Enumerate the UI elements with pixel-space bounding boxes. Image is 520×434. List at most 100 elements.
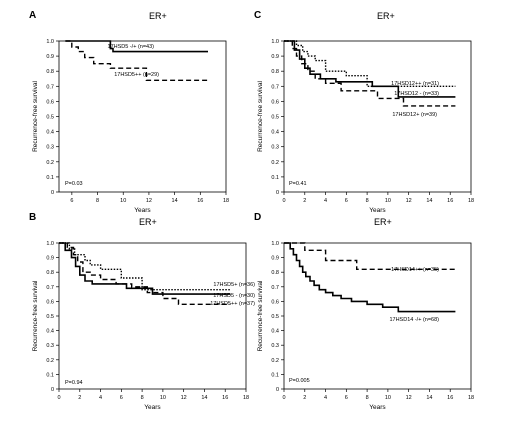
y-tick-label: 0.3 xyxy=(46,145,54,151)
y-tick-label: 0.3 xyxy=(46,343,54,349)
x-tick-label: 16 xyxy=(197,198,203,204)
y-tick-label: 0.1 xyxy=(46,175,54,181)
x-tick-label: 10 xyxy=(120,198,126,204)
y-axis-title: Recurrence-free survival xyxy=(257,81,264,152)
series-label-0: 17HSD12++ (n=31) xyxy=(391,81,439,87)
y-tick-label: 0.3 xyxy=(271,343,279,349)
x-tick-label: 2 xyxy=(303,395,306,401)
x-tick-label: 14 xyxy=(426,395,432,401)
y-axis-title: Recurrence-free survival xyxy=(32,280,39,351)
y-tick-label: 0.4 xyxy=(271,329,279,335)
y-tick-label: 0.6 xyxy=(271,99,279,105)
x-tick-label: 10 xyxy=(160,395,166,401)
p-value: P=0.94 xyxy=(65,380,83,386)
y-tick-label: 0.2 xyxy=(46,160,54,166)
y-tick-label: 0.9 xyxy=(46,256,54,262)
y-tick-label: 0.6 xyxy=(46,99,54,105)
y-tick-label: 0.4 xyxy=(46,130,54,136)
y-tick-label: 0.1 xyxy=(271,372,279,378)
panel-title: ER+ xyxy=(149,11,167,21)
x-tick-label: 14 xyxy=(426,198,432,204)
x-tick-label: 14 xyxy=(201,395,207,401)
y-tick-label: 0.5 xyxy=(46,115,54,121)
y-tick-label: 0.8 xyxy=(46,270,54,276)
p-value: P=0.41 xyxy=(289,181,307,187)
x-axis-title: Years xyxy=(369,207,386,214)
series-line-2 xyxy=(59,242,231,305)
plot-frame xyxy=(58,242,247,390)
y-tick-label: 0.7 xyxy=(46,285,54,291)
y-tick-label: 0 xyxy=(276,387,279,393)
series-line-0 xyxy=(284,40,456,88)
x-tick-label: 0 xyxy=(57,395,60,401)
x-tick-label: 2 xyxy=(78,395,81,401)
series-label-2: 17HSD12+ (n=39) xyxy=(392,112,437,118)
y-tick-label: 0.5 xyxy=(46,314,54,320)
x-tick-label: 0 xyxy=(282,198,285,204)
series-label-0: 17HSD5 -/+ (n=43) xyxy=(108,44,155,50)
panel-title: ER+ xyxy=(377,11,395,21)
y-tick-label: 0.2 xyxy=(271,358,279,364)
panel-title: ER+ xyxy=(374,217,392,227)
y-tick-label: 1.0 xyxy=(46,39,54,45)
y-tick-label: 0.5 xyxy=(271,115,279,121)
x-axis-title: Years xyxy=(144,404,161,411)
km-figure: A ER+ 6 8 10 12 14 16 18 0 0.1 0.2 0.3 0.4 0.5 0.6 0.7 0.… xyxy=(29,10,474,411)
x-tick-label: 10 xyxy=(385,198,391,204)
y-tick-label: 0.7 xyxy=(271,285,279,291)
y-tick-label: 0.1 xyxy=(271,175,279,181)
y-tick-label: 0 xyxy=(51,387,54,393)
series-label-1: 17HSD5 - (n=30) xyxy=(213,293,255,299)
plot-frame xyxy=(58,40,227,193)
series-label-0: 17HSD5+ (n=36) xyxy=(213,282,255,288)
series-line-1 xyxy=(59,242,231,291)
x-tick-label: 4 xyxy=(324,395,327,401)
y-tick-label: 0.4 xyxy=(46,329,54,335)
plot-frame xyxy=(283,40,472,193)
y-tick-label: 0 xyxy=(51,190,54,196)
x-axis-title: Years xyxy=(369,404,386,411)
x-tick-label: 8 xyxy=(141,395,144,401)
p-value: P=0.005 xyxy=(289,378,310,384)
x-tick-label: 4 xyxy=(324,198,327,204)
x-tick-label: 18 xyxy=(468,395,474,401)
x-tick-label: 6 xyxy=(345,198,348,204)
x-tick-label: 6 xyxy=(120,395,123,401)
y-tick-label: 0.8 xyxy=(271,270,279,276)
series-line-1 xyxy=(284,242,456,313)
series-line-0 xyxy=(59,242,231,295)
y-tick-label: 0 xyxy=(276,190,279,196)
y-tick-label: 0.5 xyxy=(271,314,279,320)
y-axis-title: Recurrence-free survival xyxy=(257,280,264,351)
x-tick-label: 12 xyxy=(181,395,187,401)
y-tick-label: 0.9 xyxy=(271,256,279,262)
y-tick-label: 0.6 xyxy=(271,299,279,305)
series-line-0 xyxy=(284,242,456,270)
y-tick-label: 0.4 xyxy=(271,130,279,136)
series-label-2: 17HSD5++ (n=37) xyxy=(210,301,255,307)
y-tick-label: 0.8 xyxy=(271,69,279,75)
x-tick-label: 14 xyxy=(172,198,178,204)
y-tick-label: 0.7 xyxy=(271,84,279,90)
y-tick-label: 0.6 xyxy=(46,299,54,305)
y-tick-label: 0.9 xyxy=(46,54,54,60)
series-line-1 xyxy=(284,40,456,98)
plot-frame xyxy=(283,242,472,390)
x-tick-label: 16 xyxy=(222,395,228,401)
y-tick-label: 0.1 xyxy=(46,372,54,378)
x-tick-label: 6 xyxy=(345,395,348,401)
x-tick-label: 16 xyxy=(447,198,453,204)
x-tick-label: 18 xyxy=(468,198,474,204)
y-tick-label: 0.8 xyxy=(46,69,54,75)
x-tick-label: 12 xyxy=(406,395,412,401)
y-tick-label: 0.3 xyxy=(271,145,279,151)
x-tick-label: 6 xyxy=(70,198,73,204)
panel-letter: A xyxy=(29,10,36,21)
x-tick-label: 10 xyxy=(385,395,391,401)
y-tick-label: 1.0 xyxy=(271,241,279,247)
p-value: P=0.03 xyxy=(65,181,83,187)
x-tick-label: 16 xyxy=(447,395,453,401)
x-tick-label: 8 xyxy=(366,198,369,204)
y-tick-label: 1.0 xyxy=(271,39,279,45)
